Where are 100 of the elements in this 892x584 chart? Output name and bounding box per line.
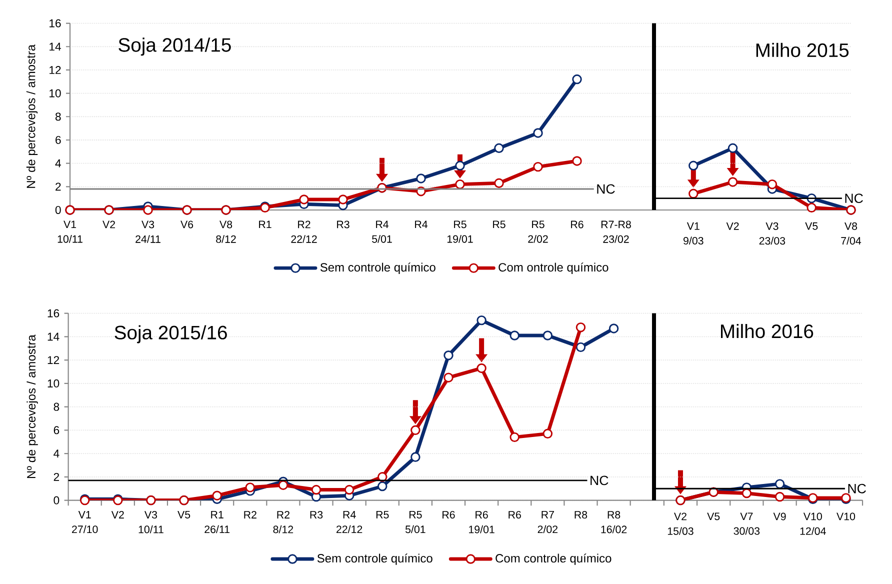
point: [806, 202, 816, 213]
y-tick-label: 2: [54, 472, 60, 481]
y-tick-label: 0: [55, 206, 61, 214]
point: [510, 432, 520, 442]
legend-label: Com ontrole químico: [498, 262, 608, 274]
chart-title: Milho 2016: [721, 324, 814, 338]
point: [416, 174, 426, 184]
point: [576, 342, 586, 352]
y-tick-label: 10: [50, 89, 61, 98]
x-tick-label: R4: [415, 220, 428, 228]
ref-line-label: NC: [597, 184, 615, 194]
point: [494, 143, 504, 154]
ref-line-label: NC: [848, 484, 866, 494]
x-tick-label: V7 30/03: [734, 512, 760, 535]
x-tick-label: V2: [726, 222, 739, 230]
point: [572, 74, 582, 84]
point: [542, 428, 553, 439]
x-tick-label: V5: [707, 512, 720, 520]
x-tick-label: V1 10/11: [58, 220, 82, 243]
point: [510, 330, 520, 340]
point: [410, 425, 420, 436]
y-tick-label: 14: [50, 42, 61, 51]
x-tick-label: R3: [337, 220, 350, 228]
point: [608, 324, 619, 334]
x-tick-label: R6 19/01: [469, 511, 494, 534]
x-tick-label: V1 9/03: [684, 222, 704, 245]
x-tick-label: V2 15/03: [668, 512, 694, 535]
x-tick-label: R4 5/01: [372, 220, 392, 243]
y-tick-label: 0: [54, 496, 60, 504]
y-tick-label: 12: [48, 356, 60, 364]
x-tick-label: R4 22/12: [336, 511, 362, 534]
point: [299, 194, 309, 204]
point: [245, 482, 256, 492]
point: [444, 372, 454, 382]
point: [533, 162, 543, 172]
y-tick-label: 8: [55, 112, 61, 121]
x-tick-label: V5: [178, 511, 190, 518]
x-tick-label: V1 27/10: [72, 511, 98, 534]
x-tick-label: R8 16/02: [601, 511, 627, 534]
ref-line-label: NC: [590, 476, 608, 486]
point: [533, 128, 543, 138]
y-tick-label: 14: [48, 332, 60, 341]
point: [728, 177, 738, 187]
point: [728, 143, 738, 154]
point: [444, 350, 454, 360]
x-tick-label: V3 10/11: [138, 511, 164, 534]
legend-label: Sem controle químico: [317, 554, 432, 565]
legend-label: Sem controle químico: [320, 262, 436, 274]
y-tick-label: 16: [48, 309, 60, 318]
y-tick-label: 4: [54, 450, 60, 458]
y-tick-label: 6: [56, 136, 61, 144]
x-tick-label: R5 2/02: [528, 220, 548, 243]
point: [378, 481, 388, 492]
point: [143, 205, 153, 215]
point: [455, 160, 465, 171]
x-tick-label: R7 2/02: [538, 511, 558, 534]
x-tick-label: V8 7/04: [841, 222, 862, 245]
point: [311, 484, 322, 495]
point: [572, 156, 582, 166]
x-tick-label: V2: [102, 220, 115, 228]
ref-line-label: NC: [845, 194, 863, 204]
point: [476, 363, 486, 374]
y-tick-label: 2: [56, 182, 61, 191]
x-tick-label: V10 12/04: [800, 512, 826, 535]
point: [742, 488, 752, 498]
point: [774, 479, 785, 489]
x-tick-label: R1 26/11: [204, 511, 230, 534]
x-tick-label: V3 23/03: [759, 222, 786, 245]
y-tick-label: 4: [55, 159, 61, 168]
point: [767, 179, 778, 190]
x-tick-label: V6: [180, 220, 194, 228]
x-tick-label: V2: [111, 511, 124, 518]
x-tick-label: R5 5/01: [405, 511, 426, 534]
x-tick-label: R2: [244, 511, 256, 518]
legend-label: Com controle químico: [496, 554, 612, 565]
x-tick-label: V9: [773, 512, 786, 520]
x-tick-label: R8: [574, 511, 588, 519]
y-tick-label: 6: [54, 426, 60, 434]
y-axis-title: Nº de percevejos / amostra: [26, 44, 38, 188]
text: Milho 2015: [756, 42, 849, 58]
x-tick-label: R6: [442, 511, 455, 519]
x-tick-label: R2 22/12: [291, 220, 317, 243]
point: [455, 179, 465, 190]
x-tick-label: V3 24/11: [136, 220, 160, 243]
y-tick-label: 16: [50, 19, 61, 28]
text: Soja 2014/15: [118, 38, 231, 56]
point: [494, 178, 504, 188]
point: [278, 480, 288, 490]
point: [212, 490, 222, 500]
y-tick-label: 10: [48, 379, 60, 388]
point: [344, 484, 354, 495]
x-tick-label: V8 8/12: [216, 220, 236, 243]
point: [476, 315, 486, 326]
point: [688, 160, 698, 171]
x-tick-label: R2 8/12: [273, 511, 294, 534]
x-tick-label: R6: [571, 220, 584, 228]
point: [338, 194, 348, 204]
point: [576, 322, 586, 332]
y-tick-label: 8: [54, 402, 60, 411]
point: [774, 492, 785, 502]
